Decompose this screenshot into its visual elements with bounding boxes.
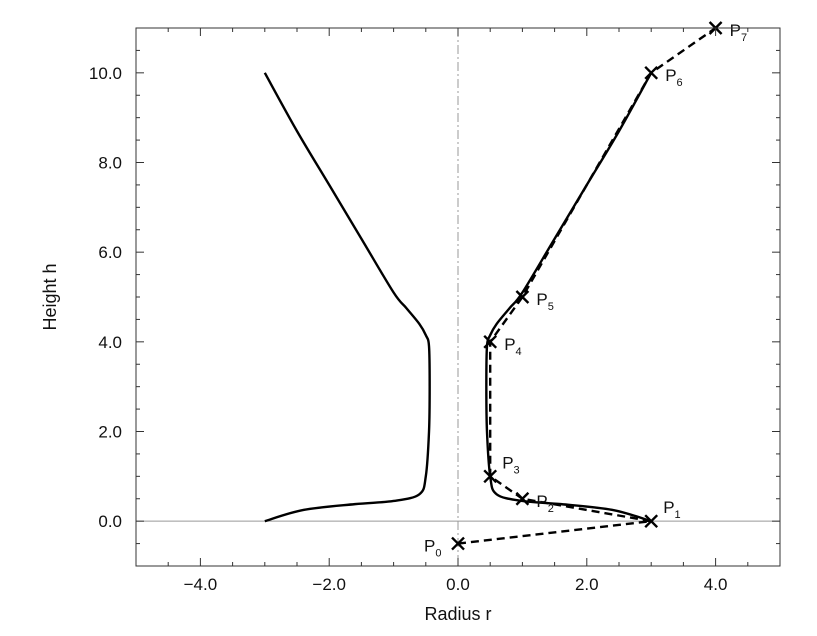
marker-stroke <box>483 469 498 484</box>
y-tick-label: 2.0 <box>98 423 122 442</box>
marker-stroke <box>451 536 465 551</box>
control-point-marker <box>644 514 659 529</box>
y-tick-label: 10.0 <box>89 64 122 83</box>
control-point-subscript: 1 <box>675 509 681 521</box>
control-point-label: P5 <box>536 290 553 313</box>
marker-stroke <box>644 65 659 80</box>
control-point-subscript: 6 <box>677 77 683 89</box>
marker-stroke <box>644 514 659 529</box>
marker-stroke <box>515 491 530 506</box>
x-axis-label: Radius r <box>424 604 491 624</box>
control-point-subscript: 7 <box>741 32 747 44</box>
control-point-marker <box>644 65 659 80</box>
x-tick-label: −4.0 <box>184 575 218 594</box>
marker-stroke <box>515 290 530 304</box>
control-point-marker <box>451 536 465 551</box>
control-point-label: P1 <box>663 498 680 521</box>
series-layer <box>263 27 717 545</box>
y-tick-label: 6.0 <box>98 243 122 262</box>
axes: −4.0 −2.0 0.0 2.0 4.0 0.0 2.0 4.0 6.0 8.0 10.0 <box>89 27 781 594</box>
control-point-subscript: 0 <box>435 548 441 560</box>
control-point-label: P4 <box>504 335 521 358</box>
x-tick-label: −2.0 <box>312 575 346 594</box>
x-tick-label: 2.0 <box>575 575 599 594</box>
y-tick-label: 8.0 <box>98 154 122 173</box>
control-point-label: P7 <box>730 21 747 44</box>
control-point-marker <box>483 334 498 349</box>
series-line-solid-1 <box>263 72 431 523</box>
control-point-marker <box>515 491 530 506</box>
x-tick-label: 4.0 <box>704 575 728 594</box>
control-point-subscript: 4 <box>516 346 522 358</box>
control-point-label: P0 <box>424 537 441 560</box>
y-axis-label: Height h <box>40 263 60 330</box>
series-line-dashed-2 <box>457 27 717 545</box>
control-point-subscript: 3 <box>514 464 520 476</box>
control-point-label: P2 <box>536 492 553 515</box>
y-tick-label: 0.0 <box>98 512 122 531</box>
control-point-subscript: 5 <box>548 301 554 313</box>
control-points: P0 P1 P2 P3 P4 P5 P6 P7 <box>424 21 747 560</box>
control-point-marker <box>515 290 530 304</box>
control-point-subscript: 2 <box>548 503 554 515</box>
x-tick-label: 0.0 <box>446 575 470 594</box>
reference-lines <box>136 28 780 566</box>
control-point-marker <box>483 469 498 484</box>
y-tick-label: 4.0 <box>98 333 122 352</box>
marker-stroke <box>483 334 498 349</box>
control-point-label: P3 <box>502 453 519 476</box>
control-point-label: P6 <box>665 66 682 89</box>
